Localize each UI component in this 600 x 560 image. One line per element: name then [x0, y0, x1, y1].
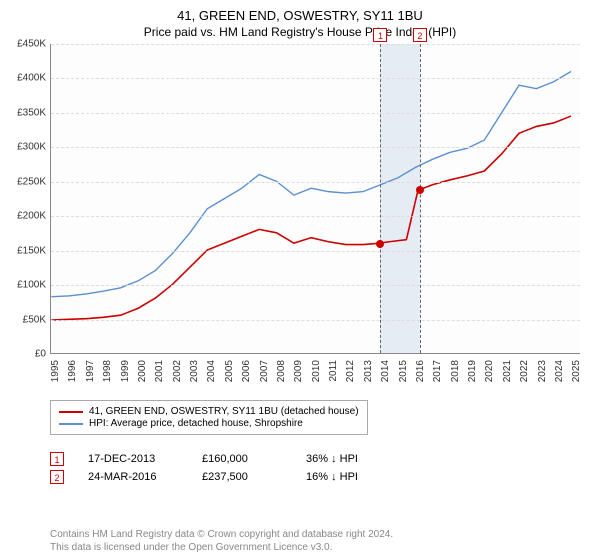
- x-tick-label: 2020: [484, 360, 495, 382]
- legend-label: HPI: Average price, detached house, Shro…: [89, 418, 303, 429]
- sale-price: £237,500: [202, 471, 282, 483]
- x-tick-label: 2022: [519, 360, 530, 382]
- legend-row: 41, GREEN END, OSWESTRY, SY11 1BU (detac…: [59, 406, 359, 417]
- x-tick-label: 2011: [328, 360, 339, 382]
- x-tick-label: 2018: [450, 360, 461, 382]
- x-tick-label: 2016: [415, 360, 426, 382]
- x-tick-label: 2005: [224, 360, 235, 382]
- x-tick-label: 1999: [120, 360, 131, 382]
- sale-date: 24-MAR-2016: [88, 471, 178, 483]
- chart-title: 41, GREEN END, OSWESTRY, SY11 1BU: [0, 8, 600, 23]
- legend-row: HPI: Average price, detached house, Shro…: [59, 418, 359, 429]
- y-tick-label: £150K: [17, 245, 46, 256]
- sale-vs-hpi: 16% ↓ HPI: [306, 471, 358, 483]
- y-axis: £0£50K£100K£150K£200K£250K£300K£350K£400…: [0, 44, 48, 354]
- y-tick-label: £350K: [17, 107, 46, 118]
- sale-marker-badge: 1: [373, 28, 387, 42]
- x-tick-label: 2000: [137, 360, 148, 382]
- x-tick-label: 2004: [206, 360, 217, 382]
- sale-marker-line: [380, 44, 381, 353]
- sale-row: 2 24-MAR-2016 £237,500 16% ↓ HPI: [50, 470, 358, 484]
- sale-marker-line: [420, 44, 421, 353]
- chart-header: 41, GREEN END, OSWESTRY, SY11 1BU Price …: [0, 0, 600, 43]
- x-tick-label: 2002: [172, 360, 183, 382]
- chart-plot-area: 12: [50, 44, 580, 354]
- sale-row-badge: 2: [50, 470, 64, 484]
- legend-label: 41, GREEN END, OSWESTRY, SY11 1BU (detac…: [89, 406, 359, 417]
- x-tick-label: 2024: [554, 360, 565, 382]
- gridline-horizontal: [51, 320, 580, 321]
- x-tick-label: 2014: [380, 360, 391, 382]
- data-source-footer: Contains HM Land Registry data © Crown c…: [50, 528, 393, 554]
- gridline-horizontal: [51, 216, 580, 217]
- x-tick-label: 2023: [537, 360, 548, 382]
- sale-marker-dot: [416, 186, 424, 194]
- y-tick-label: £0: [35, 349, 46, 360]
- legend-swatch: [59, 423, 83, 425]
- x-tick-label: 1997: [85, 360, 96, 382]
- x-tick-label: 2006: [241, 360, 252, 382]
- y-tick-label: £100K: [17, 280, 46, 291]
- gridline-horizontal: [51, 251, 580, 252]
- x-tick-label: 2010: [311, 360, 322, 382]
- footer-line2: This data is licensed under the Open Gov…: [50, 541, 393, 554]
- y-tick-label: £400K: [17, 73, 46, 84]
- series-line: [51, 72, 571, 297]
- sale-row: 1 17-DEC-2013 £160,000 36% ↓ HPI: [50, 452, 358, 466]
- sales-table: 1 17-DEC-2013 £160,000 36% ↓ HPI 2 24-MAR-201…: [50, 448, 358, 488]
- x-tick-label: 2008: [276, 360, 287, 382]
- gridline-horizontal: [51, 285, 580, 286]
- x-tick-label: 2003: [189, 360, 200, 382]
- y-tick-label: £200K: [17, 211, 46, 222]
- gridline-horizontal: [51, 44, 580, 45]
- x-tick-label: 1995: [50, 360, 61, 382]
- y-tick-label: £450K: [17, 39, 46, 50]
- sale-row-badge: 1: [50, 452, 64, 466]
- legend-swatch: [59, 411, 83, 413]
- x-tick-label: 2009: [293, 360, 304, 382]
- x-tick-label: 2019: [467, 360, 478, 382]
- gridline-horizontal: [51, 113, 580, 114]
- chart-subtitle: Price paid vs. HM Land Registry's House …: [0, 25, 600, 39]
- x-tick-label: 2015: [398, 360, 409, 382]
- gridline-horizontal: [51, 147, 580, 148]
- sale-marker-badge: 2: [413, 28, 427, 42]
- x-tick-label: 2013: [363, 360, 374, 382]
- sale-price: £160,000: [202, 453, 282, 465]
- y-tick-label: £300K: [17, 142, 46, 153]
- x-tick-label: 2007: [259, 360, 270, 382]
- x-tick-label: 1996: [67, 360, 78, 382]
- footer-line1: Contains HM Land Registry data © Crown c…: [50, 528, 393, 541]
- x-tick-label: 1998: [102, 360, 113, 382]
- gridline-horizontal: [51, 78, 580, 79]
- x-tick-label: 2021: [502, 360, 513, 382]
- gridline-horizontal: [51, 182, 580, 183]
- chart-lines: [51, 44, 580, 353]
- x-tick-label: 2017: [432, 360, 443, 382]
- x-axis: 1995 1996 1997 1998 1999 2000 2001 2002 2003 2004…: [50, 356, 580, 396]
- y-tick-label: £50K: [23, 314, 46, 325]
- x-tick-label: 2025: [571, 360, 582, 382]
- sale-vs-hpi: 36% ↓ HPI: [306, 453, 358, 465]
- y-tick-label: £250K: [17, 176, 46, 187]
- x-tick-label: 2012: [345, 360, 356, 382]
- sale-date: 17-DEC-2013: [88, 453, 178, 465]
- x-tick-label: 2001: [154, 360, 165, 382]
- sale-marker-dot: [376, 240, 384, 248]
- chart-legend: 41, GREEN END, OSWESTRY, SY11 1BU (detac…: [50, 400, 368, 435]
